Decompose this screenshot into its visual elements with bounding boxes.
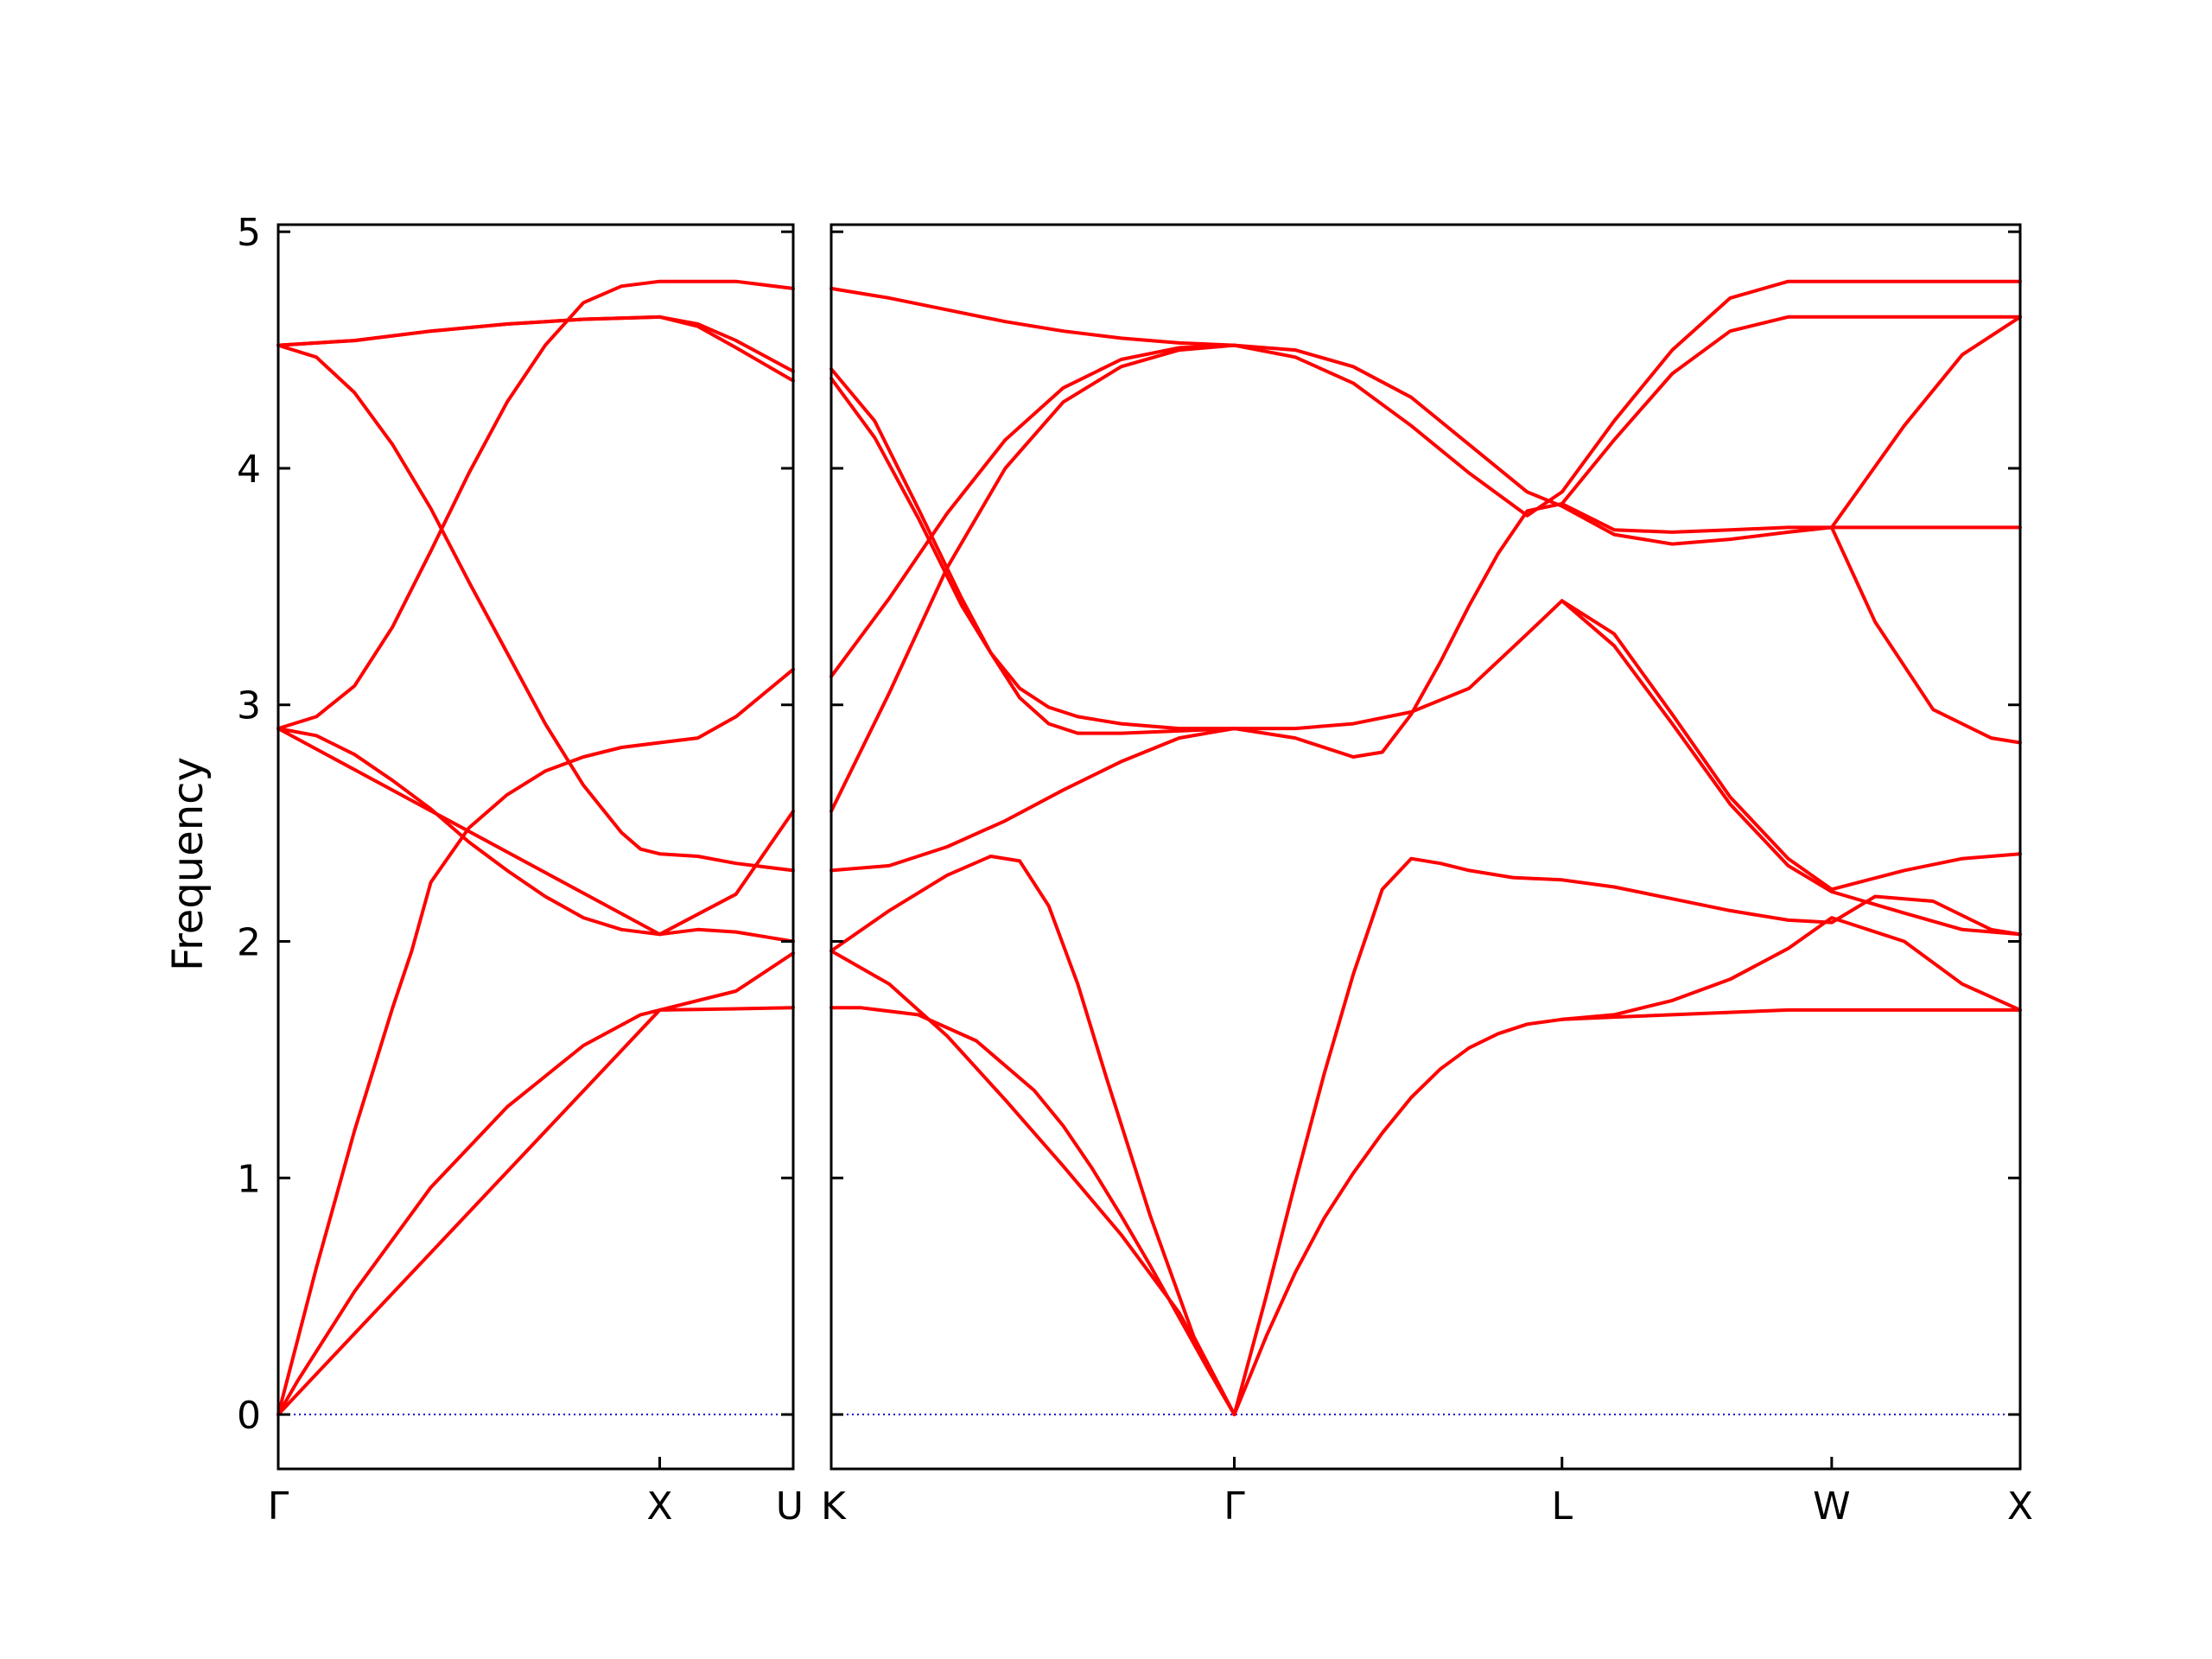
band-12 [830, 343, 1236, 813]
band-10 [1560, 599, 2022, 937]
y-tick-label: 5 [237, 211, 261, 255]
band-9 [1232, 315, 2022, 759]
band-15 [1232, 343, 2022, 546]
band-7 [830, 727, 1236, 873]
band-3 [830, 855, 1236, 1416]
band-4 [1232, 1007, 2022, 1416]
band-2 [830, 1006, 1236, 1416]
plot-area: 0 1 2 3 4 5 Γ X U K Γ L W X [237, 211, 2033, 1529]
band-1 [276, 1006, 795, 1416]
x-tick-label: Γ [1224, 1484, 1245, 1529]
band-17 [1560, 315, 2022, 505]
band-7 [276, 279, 795, 731]
x-tick-label: L [1551, 1484, 1573, 1529]
y-tick-label: 0 [237, 1394, 261, 1438]
band-5 [276, 727, 795, 937]
band-3 [276, 951, 795, 1416]
x-tick-label: W [1813, 1484, 1851, 1529]
x-tick-label: Γ [268, 1484, 289, 1529]
band-6 [1560, 916, 2022, 1021]
band-14 [830, 376, 1236, 731]
y-tick-label: 4 [237, 448, 261, 492]
x-tick-label: K [821, 1484, 847, 1529]
band-2 [276, 667, 795, 1416]
y-tick-label: 1 [237, 1157, 261, 1201]
x-tick-label: U [776, 1484, 804, 1529]
band-4 [276, 727, 795, 944]
band-8 [1232, 599, 2022, 892]
x-tick-label: X [2007, 1484, 2033, 1529]
axes-frame [276, 223, 795, 1471]
band-6 [276, 343, 795, 873]
x-tick-label: X [646, 1484, 672, 1529]
band-9 [276, 315, 795, 383]
y-tick-label: 2 [237, 921, 261, 965]
axes-frame [830, 223, 2022, 1471]
y-axis-label: Frequency [164, 757, 213, 971]
band-18 [830, 286, 1236, 347]
band-19 [1829, 525, 2022, 745]
y-tick-label: 3 [237, 684, 261, 728]
band-13 [830, 367, 1236, 735]
band-11 [830, 343, 1236, 678]
band-16 [1232, 279, 2022, 518]
left-panel: 0 1 2 3 4 5 Γ X U [237, 211, 804, 1529]
